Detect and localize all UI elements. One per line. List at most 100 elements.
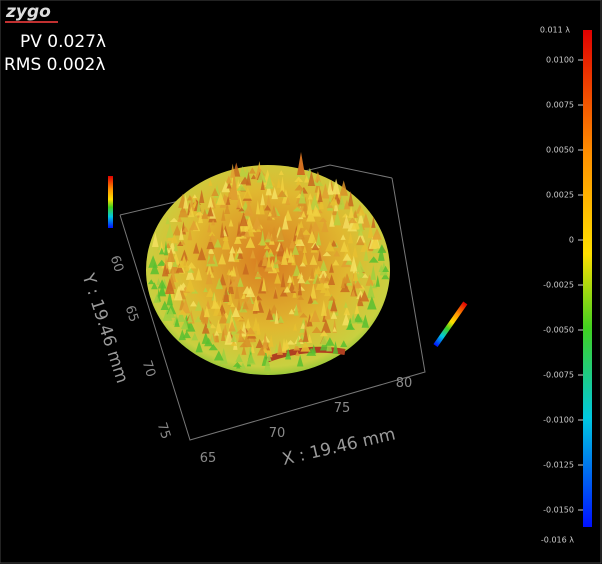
surface-spike <box>331 178 341 195</box>
surface-spike <box>363 248 369 261</box>
surface-spike <box>332 341 339 354</box>
surface-spike <box>329 213 335 227</box>
surface-spike <box>151 282 158 290</box>
surface-spike <box>206 237 215 250</box>
y-tick-label: 70 <box>139 359 158 379</box>
surface-spike <box>377 245 385 261</box>
surface-spike <box>307 170 315 187</box>
surface-spike <box>314 265 322 275</box>
box-floor <box>119 177 426 441</box>
surface-spike <box>173 243 178 252</box>
surface-spike <box>185 266 195 280</box>
surface-spike <box>196 199 201 213</box>
surface-spike <box>241 345 247 355</box>
surface-spike <box>245 318 251 329</box>
surface-spike <box>228 281 239 287</box>
surface-spike <box>256 170 267 183</box>
surface-spike <box>319 217 328 222</box>
surface-spike <box>357 206 366 216</box>
surface-spike <box>175 263 184 273</box>
surface-spike <box>165 223 174 238</box>
surface-spike <box>245 286 256 298</box>
surface-spike <box>213 350 224 361</box>
surface-spike <box>322 251 332 257</box>
surface-spike <box>228 320 236 332</box>
surface-spike <box>235 353 243 362</box>
surface-spike <box>276 228 286 241</box>
surface-spike <box>360 240 370 253</box>
surface-spike <box>214 330 220 336</box>
surface-spike <box>306 347 317 356</box>
surface-spike <box>295 335 301 347</box>
surface-spike <box>312 204 319 216</box>
surface-spike <box>230 340 238 346</box>
colorbar-tick-label: -0.0075 <box>543 371 574 380</box>
surface-spike <box>309 194 320 210</box>
surface-spike <box>182 317 189 330</box>
surface-spike <box>340 234 346 240</box>
surface-spike <box>269 304 279 314</box>
surface-spike <box>220 328 226 341</box>
surface-spike <box>281 337 287 353</box>
surface-spike <box>340 282 350 293</box>
surface-spike <box>165 216 170 225</box>
colorbar-tick-label: -0.0025 <box>543 281 574 290</box>
surface-spike <box>301 251 308 265</box>
colorbar-tick-label: -0.0125 <box>543 461 574 470</box>
surface-spike <box>271 186 278 200</box>
surface-spike <box>293 343 301 351</box>
surface-spike <box>277 315 285 323</box>
surface-spike <box>311 326 322 334</box>
surface-spike <box>205 270 213 285</box>
surface-spike <box>222 323 229 336</box>
surface-spike <box>299 312 308 318</box>
surface-spike <box>239 211 248 227</box>
surface-spike <box>233 361 242 367</box>
surface-spike <box>221 234 231 250</box>
surface-spike <box>318 268 329 279</box>
surface-spike <box>242 333 252 347</box>
surface-spike <box>350 313 356 324</box>
surface-spike <box>368 256 379 263</box>
surface-spike <box>228 218 234 227</box>
colorbar-tick-label: 0.0050 <box>546 146 574 155</box>
surface-spike <box>288 308 295 315</box>
surface-spike <box>268 248 274 254</box>
surface-spike <box>178 329 186 341</box>
surface-spike <box>307 295 314 304</box>
surface-spike <box>229 245 236 254</box>
surface-spike <box>206 287 215 297</box>
colorbar-tick-label: 0 <box>569 236 574 245</box>
surface-spike <box>345 257 353 265</box>
colorbar-tick-label: 0.0075 <box>546 101 574 110</box>
surface-spike <box>310 283 317 299</box>
surface-spike <box>307 222 315 235</box>
surface-spike <box>270 226 278 242</box>
surface-spike <box>236 183 247 191</box>
surface-spike <box>346 317 354 330</box>
surface-spike <box>243 186 253 199</box>
surface-spike <box>169 217 179 223</box>
surface-spike <box>187 268 195 273</box>
surface-spike <box>333 250 341 257</box>
surface-spike <box>276 340 283 355</box>
surface-spike <box>260 229 266 246</box>
surface-spike <box>248 335 255 343</box>
surface-spike <box>353 281 363 289</box>
surface-spike <box>261 277 267 292</box>
surface-spike <box>157 259 167 266</box>
surface-spike <box>207 196 214 208</box>
surface-spike <box>164 278 175 294</box>
surface-spike <box>289 237 296 249</box>
surface-spike <box>208 344 218 351</box>
surface-spike <box>250 174 257 180</box>
surface-spike <box>367 222 374 239</box>
surface-spike <box>321 183 330 199</box>
surface-spike <box>332 318 337 333</box>
surface-spike <box>245 171 252 186</box>
surface-spike <box>234 284 240 299</box>
surface-spike <box>361 314 370 328</box>
surface-spike <box>304 175 310 183</box>
surface-spike <box>223 286 230 303</box>
